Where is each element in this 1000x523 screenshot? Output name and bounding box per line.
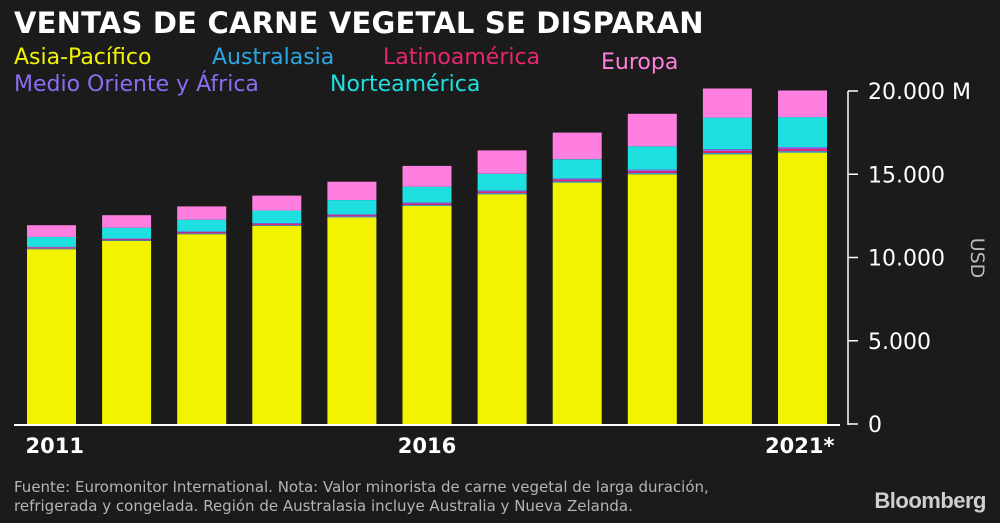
bar-2013-asia-pac-fico xyxy=(177,234,227,424)
footnote-line-1: Fuente: Euromonitor International. Nota:… xyxy=(14,478,709,496)
x-tick-label: 2011 xyxy=(26,434,84,458)
bar-2019-australasia xyxy=(627,172,677,175)
bar-2012-medio-oriente-y-frica xyxy=(102,238,152,240)
bar-2019-latinoam-rica xyxy=(627,171,677,173)
bar-2021-asia-pac-fico xyxy=(778,152,827,424)
y-tick-label: 10.000 xyxy=(868,247,945,272)
x-tick-label: 2016 xyxy=(398,434,456,458)
bar-2017-norteam-rica xyxy=(477,173,527,191)
bar-2021-medio-oriente-y-frica xyxy=(778,147,827,149)
bar-2020-europa xyxy=(702,88,752,118)
bar-2011-asia-pac-fico xyxy=(27,249,76,424)
bar-2016-europa xyxy=(402,165,452,187)
bar-2020-asia-pac-fico xyxy=(702,154,752,425)
bar-2019-asia-pac-fico xyxy=(627,174,677,425)
bar-2012-asia-pac-fico xyxy=(102,240,152,424)
bar-2013-medio-oriente-y-frica xyxy=(177,231,227,233)
bar-2018-latinoam-rica xyxy=(552,179,602,182)
bar-2020-latinoam-rica xyxy=(702,150,752,153)
bar-2015-medio-oriente-y-frica xyxy=(327,214,377,216)
bar-2014-medio-oriente-y-frica xyxy=(252,223,302,224)
y-tick-label: 5.000 xyxy=(868,330,931,355)
bar-2016-latinoam-rica xyxy=(402,203,452,205)
footnote-line-2: refrigerada y congelada. Región de Austr… xyxy=(14,497,633,515)
bar-2016-medio-oriente-y-frica xyxy=(402,202,452,204)
bar-2011-europa xyxy=(27,225,76,237)
bar-2015-latinoam-rica xyxy=(327,215,377,217)
bar-2011-norteam-rica xyxy=(27,236,76,247)
bar-2020-medio-oriente-y-frica xyxy=(702,149,752,151)
bar-2018-asia-pac-fico xyxy=(552,182,602,424)
y-tick-label: 15.000 xyxy=(868,163,945,188)
legend-europa: Europa xyxy=(601,50,679,75)
bar-2014-latinoam-rica xyxy=(252,223,302,226)
bar-2011-australasia xyxy=(27,248,76,250)
legend-medio-oriente-africa: Medio Oriente y África xyxy=(14,72,259,97)
bar-2017-latinoam-rica xyxy=(477,191,527,194)
bar-2015-asia-pac-fico xyxy=(327,217,377,424)
bar-2013-australasia xyxy=(177,233,227,235)
chart-title: VENTAS DE CARNE VEGETAL SE DISPARAN xyxy=(14,6,704,40)
bar-2012-latinoam-rica xyxy=(102,239,152,241)
bar-2016-asia-pac-fico xyxy=(402,205,452,424)
bar-2021-australasia xyxy=(778,151,827,153)
footnote: Fuente: Euromonitor International. Nota:… xyxy=(14,478,804,516)
bar-2018-europa xyxy=(552,132,602,160)
bar-2016-australasia xyxy=(402,204,452,206)
y-tick-label: 20.000 M xyxy=(868,80,971,105)
bar-2013-norteam-rica xyxy=(177,219,227,232)
x-tick-label: 2021* xyxy=(765,434,834,458)
bar-2015-australasia xyxy=(327,216,377,218)
bar-2012-australasia xyxy=(102,240,152,241)
bar-2012-europa xyxy=(102,215,152,228)
bar-2018-norteam-rica xyxy=(552,159,602,179)
bar-2019-medio-oriente-y-frica xyxy=(627,169,677,172)
legend-australasia: Australasia xyxy=(212,45,335,70)
y-tick-label: 0 xyxy=(868,413,882,438)
bloomberg-logo: Bloomberg xyxy=(874,488,986,513)
bar-2017-asia-pac-fico xyxy=(477,194,527,424)
bar-2017-medio-oriente-y-frica xyxy=(477,190,527,192)
legend-norteamerica: Norteamérica xyxy=(330,72,481,97)
bar-2021-norteam-rica xyxy=(778,117,827,148)
bar-2020-norteam-rica xyxy=(702,117,752,150)
bar-2014-australasia xyxy=(252,225,302,226)
bar-2018-australasia xyxy=(552,181,602,183)
bar-2017-europa xyxy=(477,150,527,174)
bar-2019-europa xyxy=(627,113,677,147)
bar-2012-norteam-rica xyxy=(102,227,152,239)
bar-2021-europa xyxy=(778,90,827,118)
bar-2018-medio-oriente-y-frica xyxy=(552,178,602,180)
bar-2013-europa xyxy=(177,206,227,220)
bar-2016-norteam-rica xyxy=(402,186,452,203)
bar-2014-asia-pac-fico xyxy=(252,225,302,424)
y-axis-label: USD xyxy=(966,238,988,279)
bar-2013-latinoam-rica xyxy=(177,232,227,234)
bar-2011-medio-oriente-y-frica xyxy=(27,246,76,248)
bar-2014-europa xyxy=(252,195,302,211)
bar-2021-latinoam-rica xyxy=(778,148,827,152)
bar-2015-norteam-rica xyxy=(327,200,377,215)
bar-2011-latinoam-rica xyxy=(27,247,76,249)
legend-latinoamerica: Latinoamérica xyxy=(383,45,541,70)
bar-2015-europa xyxy=(327,181,377,200)
bar-2014-norteam-rica xyxy=(252,210,302,223)
bar-2020-australasia xyxy=(702,152,752,155)
bar-2019-norteam-rica xyxy=(627,146,677,170)
bar-2017-australasia xyxy=(477,193,527,195)
legend-asia-pacifico: Asia-Pacífico xyxy=(14,45,152,70)
